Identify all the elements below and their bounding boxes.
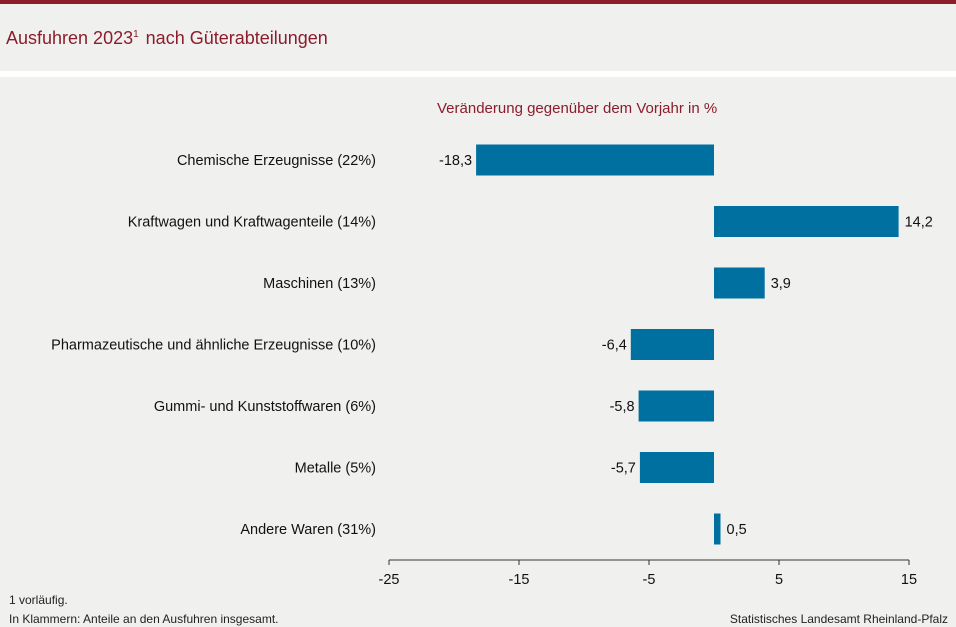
bar [714,206,899,237]
value-label: -5,7 [611,461,636,477]
x-tick-label: -25 [379,572,400,588]
category-label: Gummi- und Kunststoffwaren (6%) [154,399,376,415]
x-tick-label: -5 [643,572,656,588]
chart-subtitle: Veränderung gegenüber dem Vorjahr in % [437,100,718,117]
x-tick-label: 15 [901,572,917,588]
footnote-brackets: In Klammern: Anteile an den Ausfuhren in… [9,612,279,626]
value-label: 3,9 [771,276,791,292]
title-main: Ausfuhren 2023 [6,28,134,48]
bar [639,452,714,483]
value-label: 14,2 [905,215,933,231]
bar [638,390,714,422]
value-label: 0,5 [727,522,747,538]
bar [714,267,765,299]
header-divider [0,71,956,77]
category-label: Chemische Erzeugnisse (22%) [177,153,376,169]
top-accent-bar [0,0,956,4]
category-label: Maschinen (13%) [263,276,376,292]
bar [630,329,714,360]
title-rest: nach Güterabteilungen [140,28,328,48]
footnote-preliminary: 1 vorläufig. [9,593,68,607]
x-tick-label: -15 [509,572,530,588]
category-label: Kraftwagen und Kraftwagenteile (14%) [128,215,376,231]
value-label: -6,4 [602,338,627,354]
chart-title: Ausfuhren 20231 nach Güterabteilungen [6,28,328,49]
title-footnote-mark: 1 [133,29,139,40]
value-label: -5,8 [610,399,635,415]
source-note: Statistisches Landesamt Rheinland-Pfalz [729,612,948,626]
category-label: Metalle (5%) [295,461,376,477]
bar [476,144,714,176]
x-tick-label: 5 [775,572,783,588]
category-label: Andere Waren (31%) [240,522,376,538]
value-label: -18,3 [439,153,472,169]
bar [714,513,721,545]
category-label: Pharmazeutische und ähnliche Erzeugnisse… [51,338,376,354]
